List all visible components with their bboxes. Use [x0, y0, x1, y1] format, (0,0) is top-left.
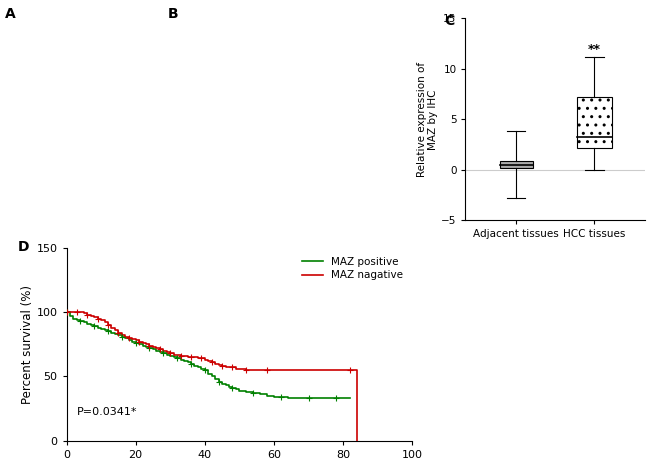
Text: D: D — [18, 240, 29, 254]
MAZ positive — [332, 396, 340, 401]
Bar — [577, 97, 612, 148]
Legend: MAZ positive, MAZ nagative: MAZ positive, MAZ nagative — [298, 253, 407, 285]
MAZ nagative — [104, 322, 112, 328]
MAZ nagative — [118, 330, 126, 336]
MAZ positive — [325, 396, 333, 401]
MAZ nagative — [353, 438, 361, 443]
Line: MAZ positive: MAZ positive — [66, 312, 350, 398]
Text: **: ** — [588, 43, 600, 56]
Y-axis label: Relative expression of
MAZ by IHC: Relative expression of MAZ by IHC — [417, 62, 438, 177]
Line: MAZ nagative: MAZ nagative — [66, 312, 357, 441]
Y-axis label: Percent survival (%): Percent survival (%) — [21, 285, 34, 404]
MAZ nagative — [111, 325, 119, 330]
MAZ nagative — [152, 345, 160, 351]
MAZ nagative — [63, 309, 70, 315]
Text: P=0.0341*: P=0.0341* — [77, 407, 138, 417]
MAZ nagative — [100, 319, 108, 325]
Bar — [500, 161, 533, 168]
MAZ positive — [80, 319, 88, 324]
MAZ positive — [221, 381, 229, 387]
MAZ positive — [63, 309, 70, 315]
MAZ positive — [215, 376, 223, 382]
MAZ positive — [207, 371, 215, 376]
Text: A: A — [5, 7, 15, 21]
MAZ positive — [284, 396, 292, 401]
MAZ positive — [346, 396, 354, 401]
MAZ nagative — [263, 367, 271, 373]
Text: B: B — [168, 7, 178, 21]
Text: C: C — [444, 14, 454, 28]
